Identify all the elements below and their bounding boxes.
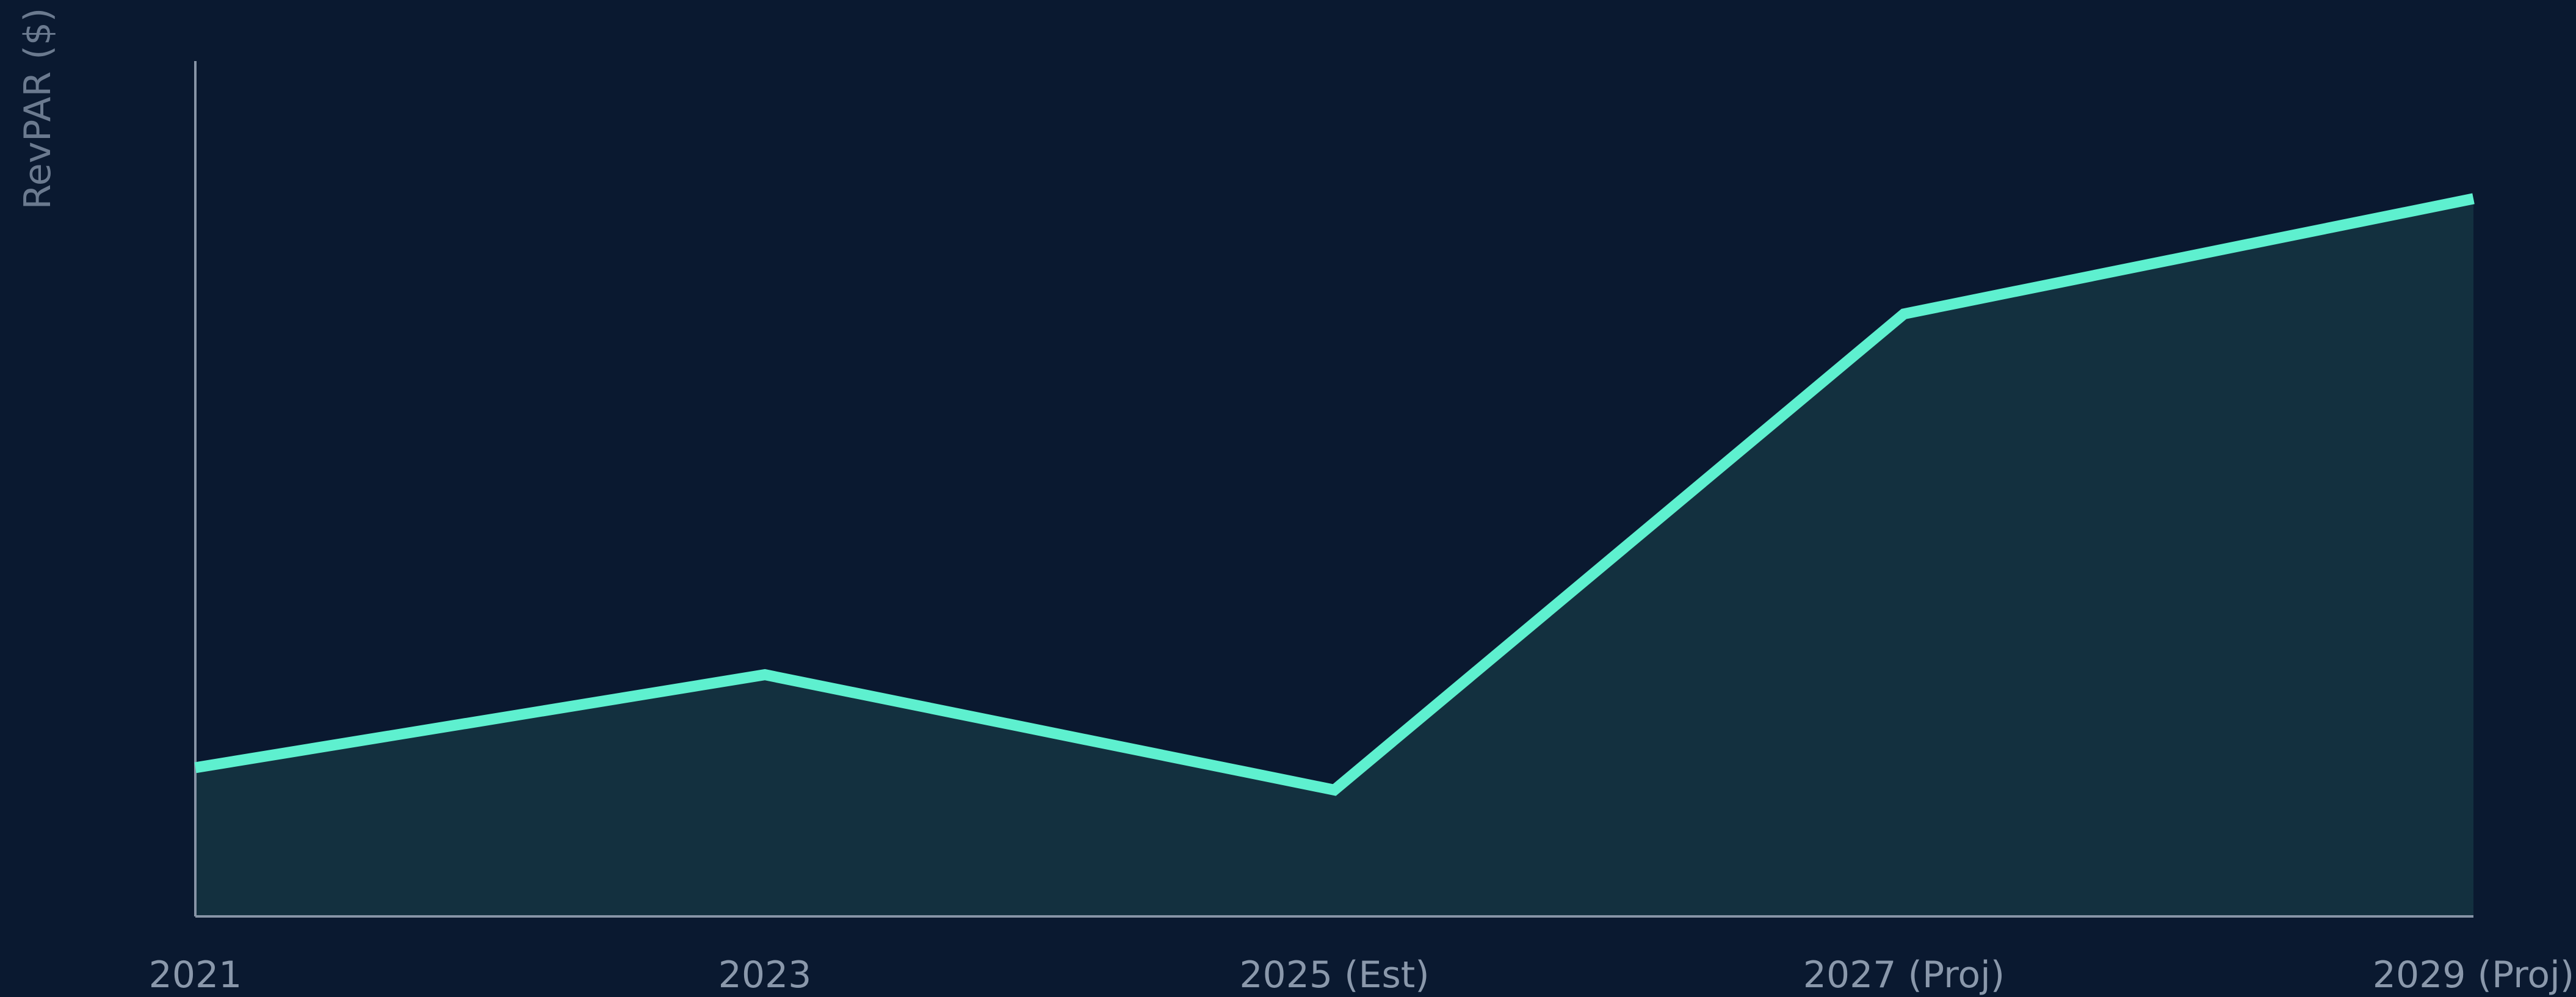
x-tick-label: 2023 bbox=[718, 954, 812, 996]
x-tick-label: 2021 bbox=[149, 954, 242, 996]
area-fill bbox=[195, 198, 2473, 916]
x-tick-label: 2027 (Proj) bbox=[1803, 954, 2005, 996]
x-tick-label: 2029 (Proj) bbox=[2373, 954, 2574, 996]
x-tick-label: 2025 (Est) bbox=[1239, 954, 1429, 996]
series-line bbox=[194, 193, 2475, 796]
y-axis-title: RevPAR ($) bbox=[16, 8, 59, 210]
